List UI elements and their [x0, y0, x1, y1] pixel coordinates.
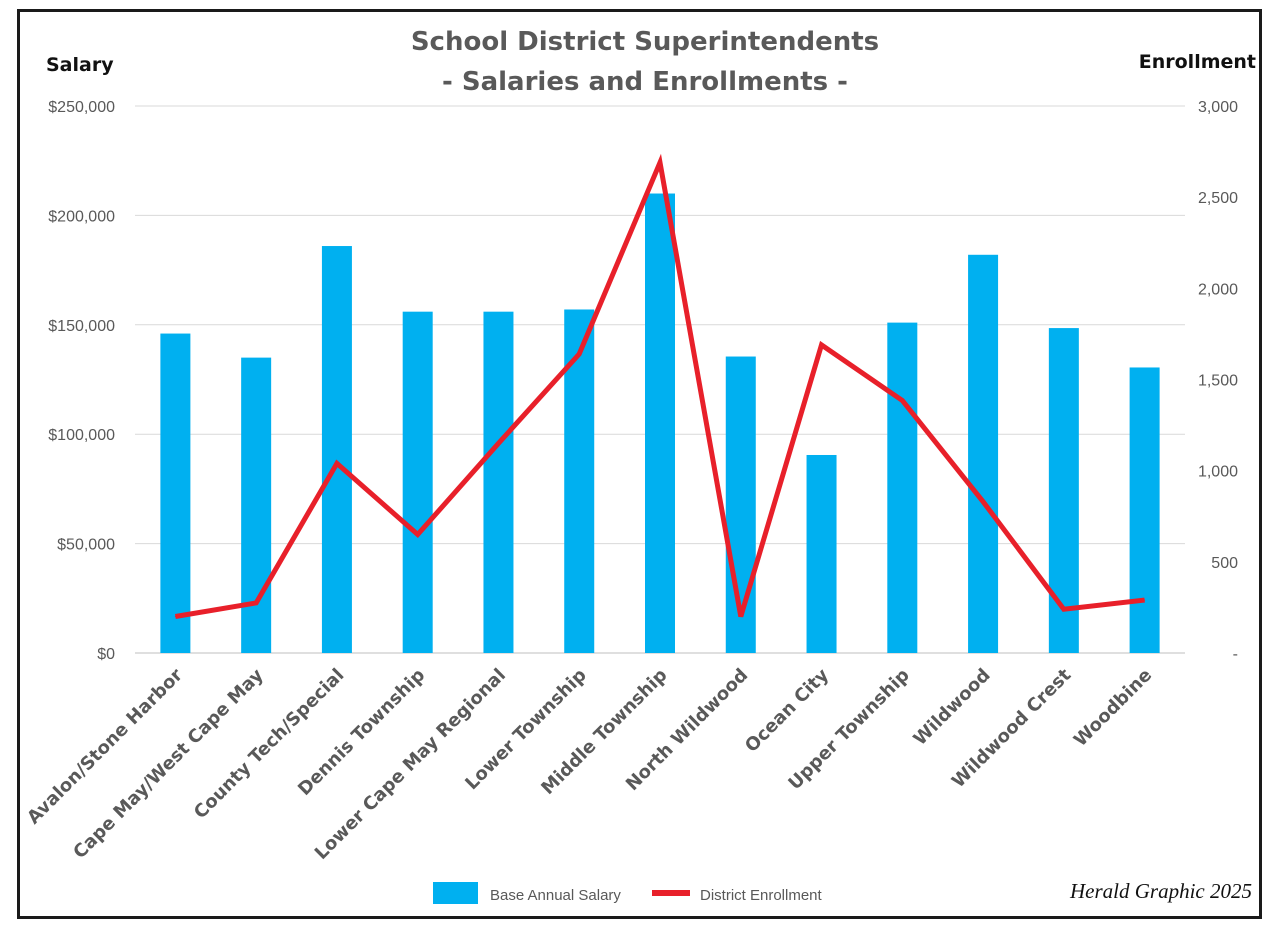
- left-tick-label: $0: [97, 646, 115, 663]
- enrollment-point: [982, 501, 984, 503]
- right-tick-label: 500: [1211, 555, 1238, 572]
- right-tick-label: 1,500: [1198, 373, 1238, 390]
- legend-label-salary: Base Annual Salary: [490, 887, 621, 904]
- salary-bar: [645, 193, 675, 653]
- enrollment-point: [255, 602, 257, 604]
- left-axis-ticks: $0 $50,000 $100,000 $150,000 $200,000 $250,00…: [48, 99, 115, 663]
- chart-subtitle: - Salaries and Enrollments -: [442, 67, 848, 97]
- enrollment-point: [1063, 608, 1065, 610]
- salary-bar: [483, 311, 514, 653]
- enrollment-point: [1144, 599, 1146, 601]
- salary-bar: [564, 309, 595, 653]
- category-label: County Tech/Special: [190, 665, 349, 824]
- left-tick-label: $100,000: [48, 427, 115, 444]
- legend: Base Annual Salary District Enrollment: [433, 882, 823, 904]
- enrollment-point: [659, 162, 661, 164]
- enrollment-point: [901, 399, 903, 401]
- left-tick-label: $50,000: [57, 537, 115, 554]
- enrollment-point: [174, 616, 176, 618]
- enrollment-point: [740, 616, 742, 618]
- right-tick-label: -: [1233, 646, 1238, 663]
- salary-bars: [160, 193, 1160, 654]
- salary-bar: [1129, 367, 1160, 653]
- right-tick-label: 1,000: [1198, 464, 1238, 481]
- left-tick-label: $150,000: [48, 318, 115, 335]
- right-tick-label: 2,500: [1198, 190, 1238, 207]
- enrollment-line-group: [174, 153, 1146, 619]
- category-label: Avalon/Stone Harbor: [23, 665, 187, 829]
- enrollment-point: [578, 353, 580, 355]
- salary-bar: [241, 357, 272, 653]
- salary-bar: [887, 322, 918, 653]
- left-axis-title: Salary: [46, 54, 114, 76]
- category-label: Wildwood: [910, 665, 995, 750]
- salary-bar: [402, 311, 433, 653]
- right-axis-title: Enrollment: [1139, 51, 1256, 73]
- enrollment-point: [821, 344, 823, 346]
- credit-text: Herald Graphic 2025: [1069, 879, 1252, 903]
- left-tick-label: $200,000: [48, 208, 115, 225]
- legend-label-enrollment: District Enrollment: [700, 887, 823, 904]
- salary-bar: [1048, 328, 1079, 653]
- legend-swatch-salary: [433, 882, 478, 904]
- salary-bar: [160, 333, 191, 653]
- enrollment-point: [417, 533, 419, 535]
- right-tick-label: 3,000: [1198, 99, 1238, 116]
- salary-bar: [321, 246, 352, 654]
- right-tick-label: 2,000: [1198, 281, 1238, 298]
- salary-bar: [806, 454, 837, 653]
- chart-title: School District Superintendents: [411, 27, 879, 57]
- right-axis-ticks: - 500 1,000 1,500 2,000 2,500 3,000: [1198, 99, 1238, 663]
- category-label: Woodbine: [1070, 665, 1156, 751]
- left-tick-label: $250,000: [48, 99, 115, 116]
- enrollment-point: [497, 442, 499, 444]
- salary-bar: [968, 254, 999, 653]
- enrollment-point: [336, 462, 338, 464]
